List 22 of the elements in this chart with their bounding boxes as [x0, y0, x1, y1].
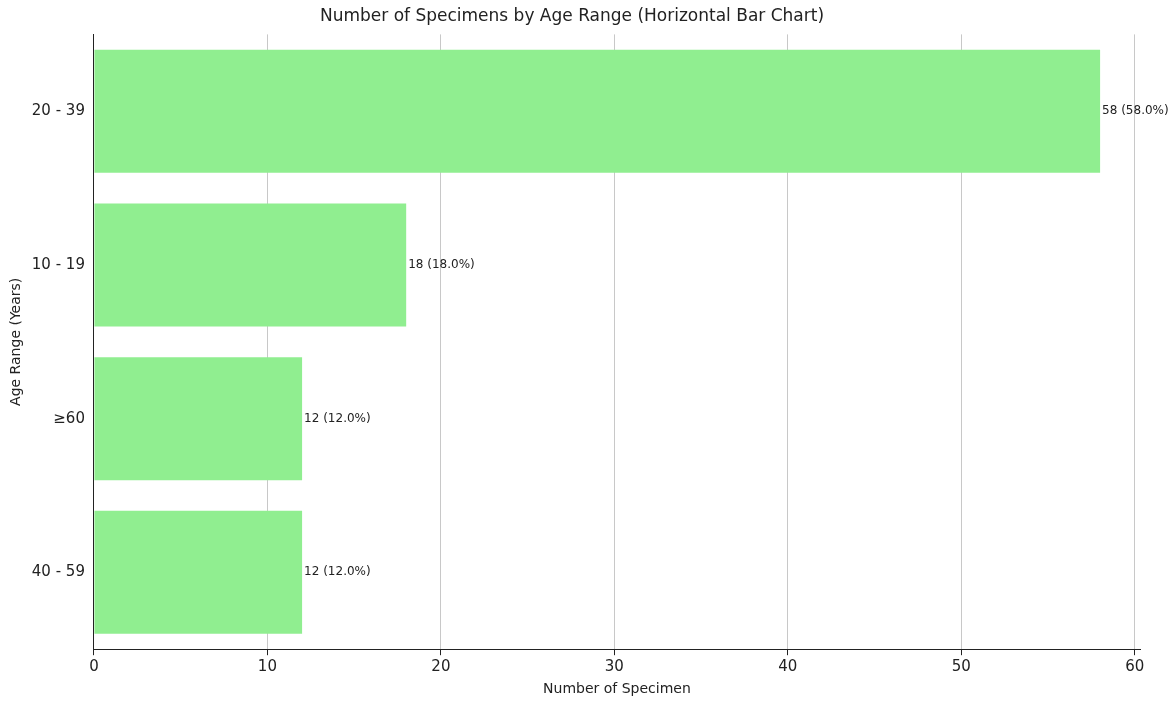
- y-tick-label: 40 - 59: [31, 562, 85, 581]
- bar: [94, 357, 303, 481]
- data-label: 18 (18.0%): [408, 257, 475, 272]
- x-tick-label: 30: [604, 657, 624, 676]
- y-tick-label: ≥60: [53, 408, 85, 427]
- chart-title: Number of Specimens by Age Range (Horizontal Bar Chart): [319, 4, 825, 25]
- bar: [94, 203, 407, 327]
- x-tick-label: 0: [89, 657, 99, 676]
- x-tick-label: 50: [951, 657, 971, 676]
- bar: [94, 510, 303, 634]
- y-tick-label: 20 - 39: [31, 101, 85, 120]
- bar: [94, 49, 1101, 173]
- x-tick-label: 40: [778, 657, 798, 676]
- data-label: 58 (58.0%): [1102, 103, 1169, 118]
- x-axis-title: Number of Specimen: [543, 680, 691, 697]
- data-label: 12 (12.0%): [304, 564, 371, 579]
- y-axis-title: Age Range (Years): [7, 277, 24, 406]
- y-tick-label: 10 - 19: [31, 254, 85, 273]
- x-tick-label: 60: [1125, 657, 1145, 676]
- x-tick-label: 10: [257, 657, 277, 676]
- x-tick-label: 20: [431, 657, 451, 676]
- data-label: 12 (12.0%): [304, 410, 371, 425]
